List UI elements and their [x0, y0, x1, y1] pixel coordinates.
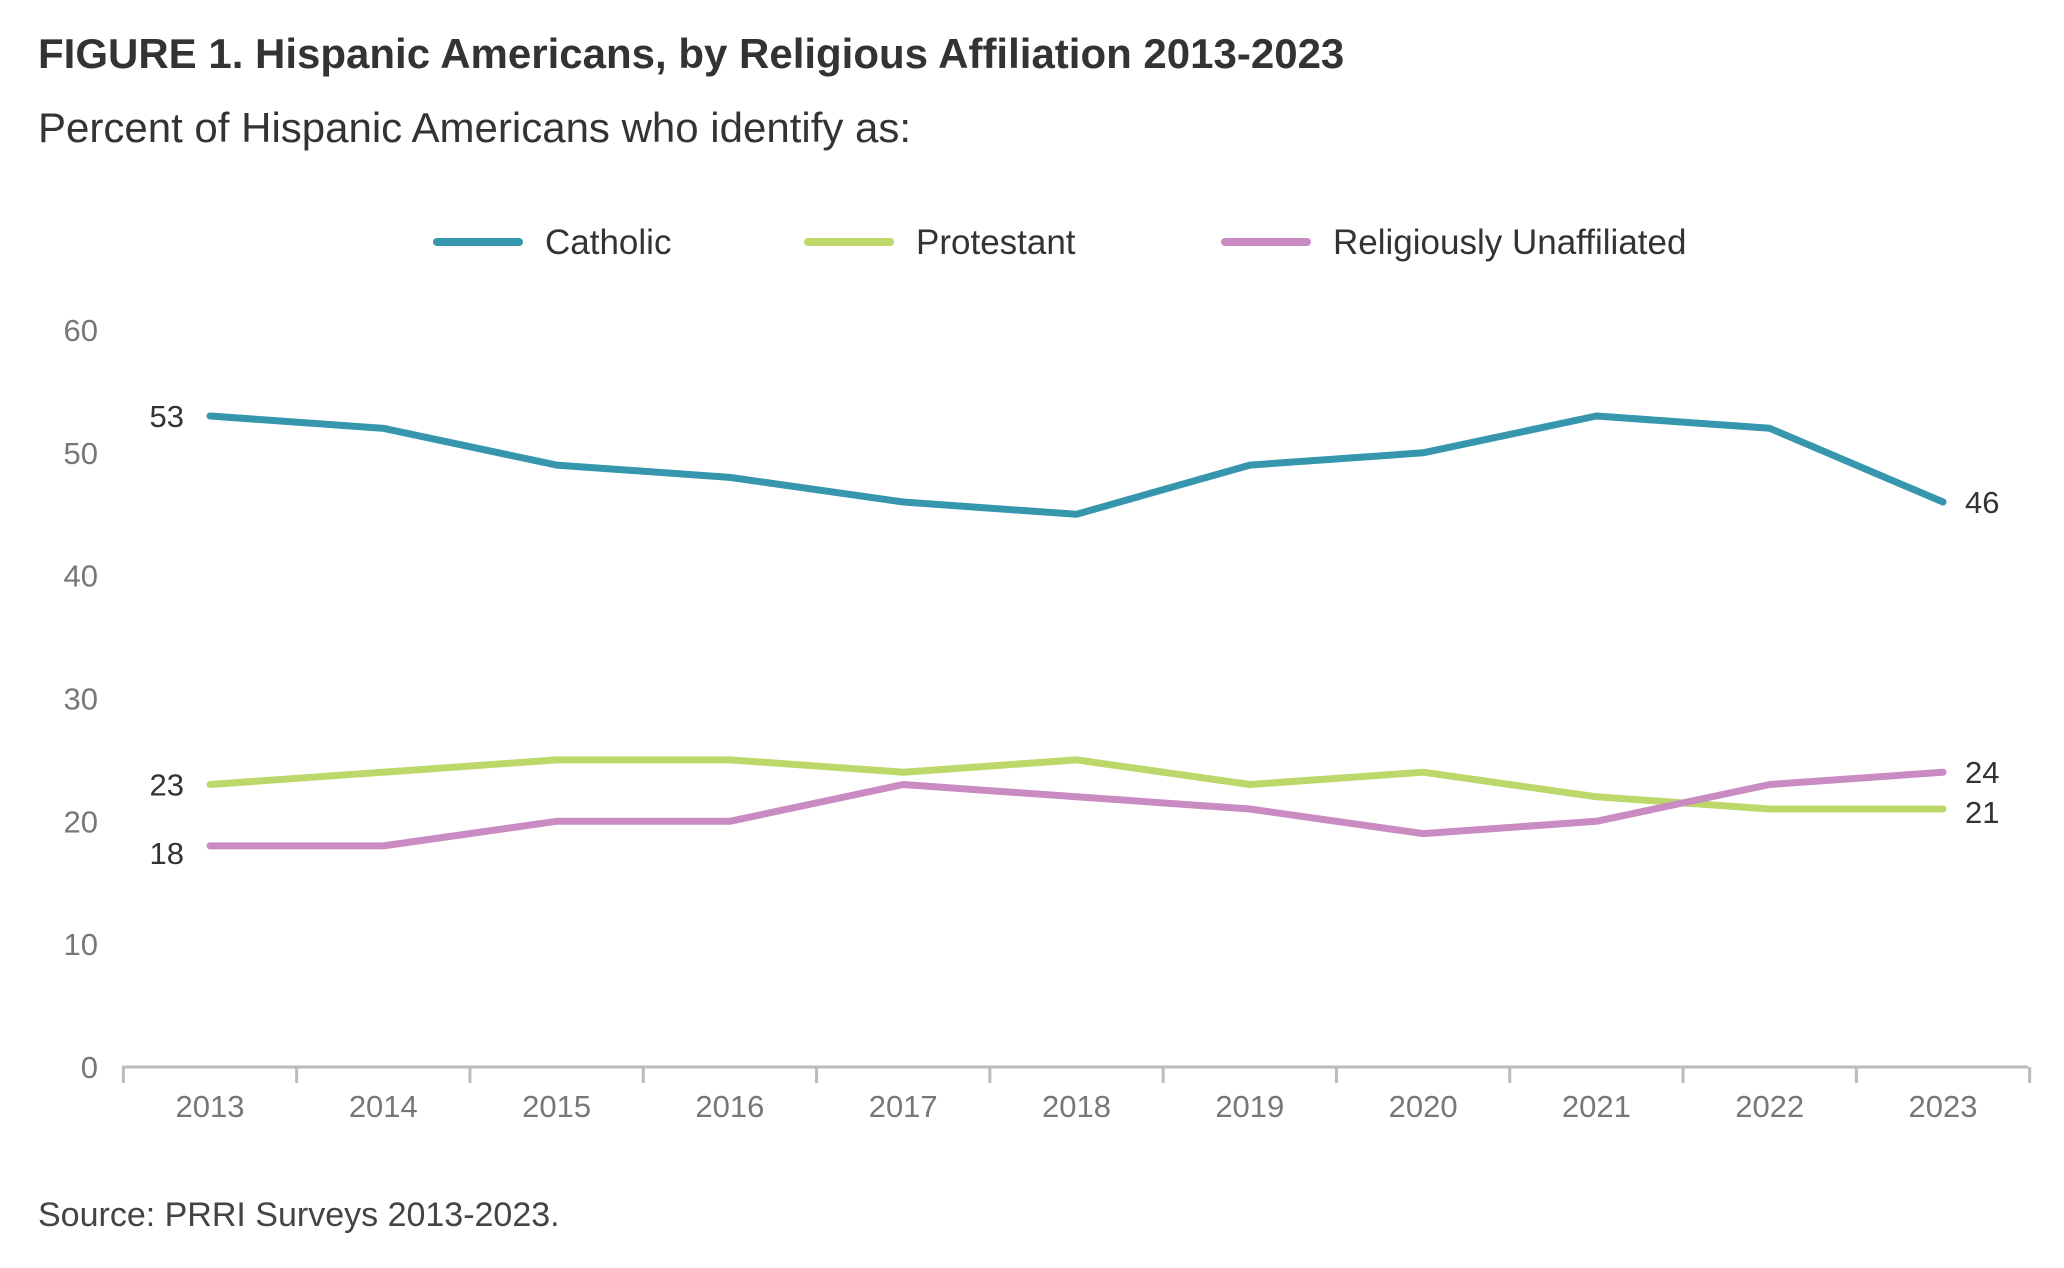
legend-label: Protestant — [916, 223, 1076, 262]
x-tick-label: 2016 — [695, 1089, 764, 1124]
y-tick-label: 40 — [64, 559, 98, 594]
x-tick-label: 2019 — [1215, 1089, 1284, 1124]
legend-label: Religiously Unaffiliated — [1333, 223, 1686, 262]
data-label-start: 23 — [150, 767, 184, 802]
chart-title: FIGURE 1. Hispanic Americans, by Religio… — [38, 30, 1345, 77]
legend: Catholic Protestant Religiously Unaffiliat… — [433, 223, 1686, 262]
x-tick-label: 2023 — [1909, 1089, 1978, 1124]
y-tick-label: 10 — [64, 927, 98, 962]
y-tick-label: 0 — [81, 1050, 98, 1085]
data-label-start: 53 — [150, 399, 184, 434]
source-note: Source: PRRI Surveys 2013-2023. — [38, 1196, 560, 1234]
y-tick-label: 50 — [64, 436, 98, 471]
legend-label: Catholic — [545, 223, 671, 262]
x-tick-label: 2014 — [349, 1089, 418, 1124]
series-line-protestant — [206, 756, 1947, 813]
data-label-start: 18 — [150, 836, 184, 871]
data-label-end: 21 — [1965, 795, 1999, 830]
legend-item: Catholic — [433, 223, 671, 262]
x-tick-label: 2020 — [1389, 1089, 1458, 1124]
y-axis: 0 10 20 30 40 50 60 — [64, 313, 98, 1085]
legend-item: Religiously Unaffiliated — [1221, 223, 1686, 262]
y-tick-label: 20 — [64, 804, 98, 839]
y-tick-label: 30 — [64, 682, 98, 717]
data-labels: 53 46 23 21 18 24 — [150, 399, 2000, 871]
x-tick-label: 2021 — [1562, 1089, 1631, 1124]
x-axis: 2013 2014 2015 2016 2017 2018 2019 2020 2021 2022… — [121, 1065, 2032, 1124]
x-tick-label: 2013 — [176, 1089, 245, 1124]
x-tick-label: 2017 — [869, 1089, 938, 1124]
x-tick-label: 2018 — [1042, 1089, 1111, 1124]
series-line-catholic — [206, 412, 1947, 518]
series-lines — [206, 412, 1947, 850]
series-line-religiously-unaffiliated — [206, 768, 1947, 850]
legend-item: Protestant — [804, 223, 1076, 262]
data-label-end: 24 — [1965, 755, 1999, 790]
chart-subtitle: Percent of Hispanic Americans who identi… — [38, 104, 912, 151]
data-label-end: 46 — [1965, 485, 1999, 520]
x-tick-label: 2015 — [522, 1089, 591, 1124]
x-tick-label: 2022 — [1735, 1089, 1804, 1124]
y-tick-label: 60 — [64, 313, 98, 348]
